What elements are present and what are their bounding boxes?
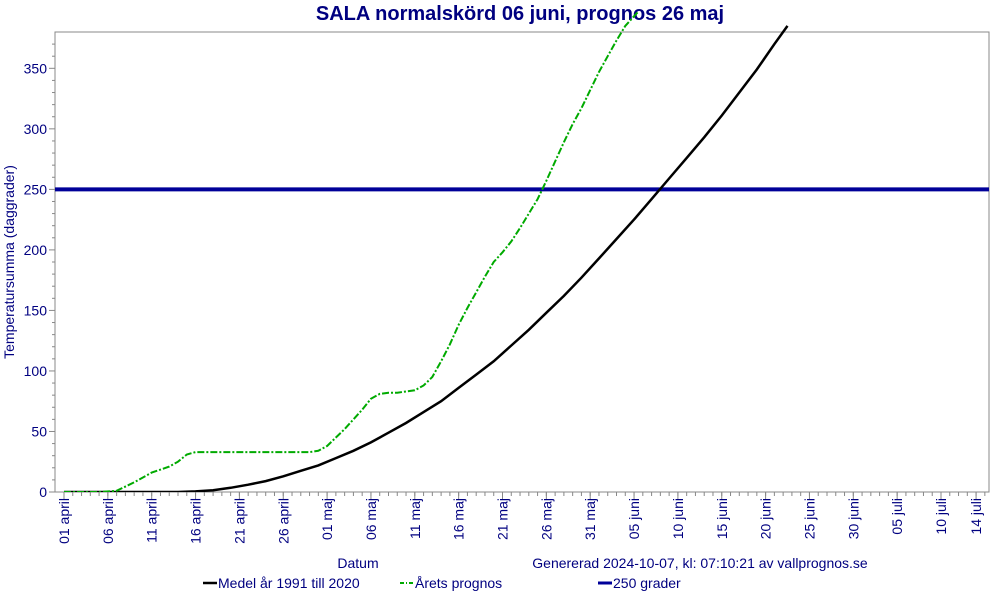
chart-title: SALA normalskörd 06 juni, prognos 26 maj: [316, 3, 724, 25]
y-tick-label: 150: [24, 302, 48, 318]
x-tick-label: 20 juni: [758, 498, 774, 539]
x-tick-label: 10 juni: [670, 498, 686, 539]
y-tick-label: 300: [24, 121, 48, 137]
x-tick-label: 06 april: [100, 498, 116, 544]
x-axis: 01 april 06 april 11 april 16 april 21 april…: [56, 492, 986, 544]
x-tick-label: 15 juni: [714, 498, 730, 539]
legend-label: Medel år 1991 till 2020: [218, 575, 360, 591]
x-tick-label: 21 maj: [495, 498, 511, 540]
series-line-0: [64, 25, 789, 492]
x-tick-label: 26 april: [275, 498, 291, 544]
y-axis: 0 50 100 150 200 250 300 350: [24, 43, 55, 500]
y-tick-label: 50: [31, 423, 47, 439]
generated-footer: Genererad 2024-10-07, kl: 07:10:21 av va…: [532, 555, 868, 571]
x-tick-label: 14 juli: [968, 498, 984, 535]
x-tick-label: 11 maj: [407, 498, 423, 539]
y-tick-label: 350: [24, 60, 48, 76]
x-tick-label: 05 juni: [626, 498, 642, 539]
x-tick-label: 06 maj: [363, 498, 379, 540]
legend-label: Årets prognos: [415, 575, 502, 591]
x-axis-label: Datum: [337, 555, 378, 571]
x-tick-label: 10 juli: [933, 498, 949, 535]
x-tick-label: 30 juni: [845, 498, 861, 539]
x-tick-label: 21 april: [231, 498, 247, 544]
x-tick-label: 31 maj: [582, 498, 598, 540]
y-tick-label: 250: [24, 181, 48, 197]
y-tick-label: 0: [39, 484, 47, 500]
x-tick-label: 16 april: [188, 498, 204, 544]
series-layer: [55, 10, 989, 492]
legend-label: 250 grader: [613, 575, 681, 591]
y-axis-label: Temperatursumma (daggrader): [1, 165, 17, 359]
x-tick-label: 01 maj: [319, 498, 335, 540]
legend: Medel år 1991 till 2020 Årets prognos 250 …: [203, 575, 681, 591]
x-tick-label: 16 maj: [451, 498, 467, 540]
y-tick-label: 200: [24, 242, 48, 258]
series-line-1: [64, 10, 640, 492]
x-tick-label: 05 juli: [889, 498, 905, 535]
x-tick-label: 26 maj: [538, 498, 554, 540]
x-tick-label: 11 april: [144, 498, 160, 543]
y-tick-label: 100: [24, 363, 48, 379]
x-tick-label: 25 juni: [801, 498, 817, 539]
x-tick-label: 01 april: [56, 498, 72, 544]
